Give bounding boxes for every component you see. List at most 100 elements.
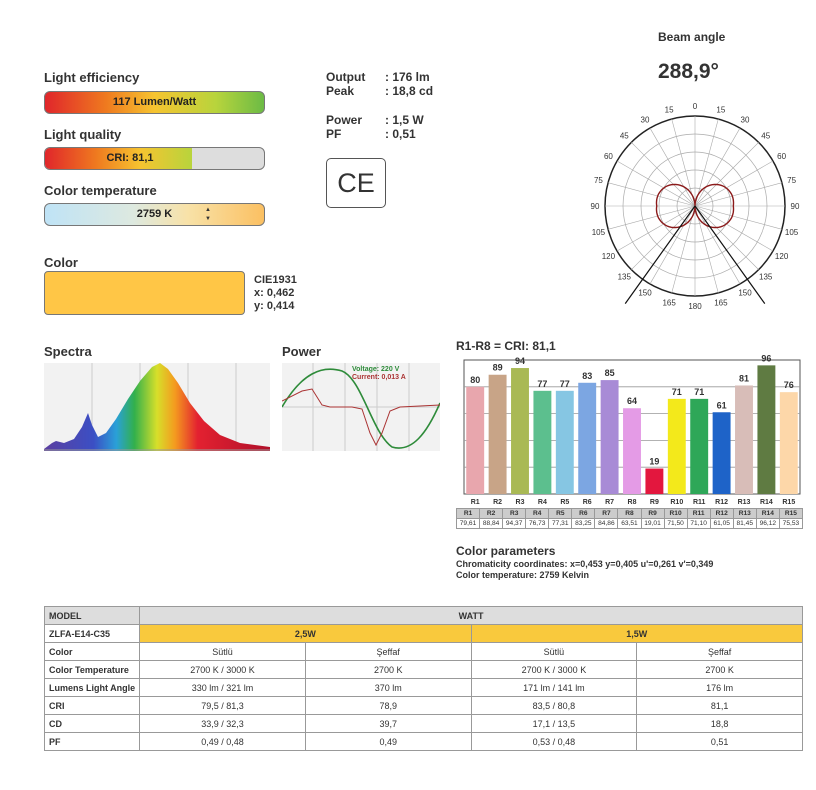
output-value: : 176 lm <box>385 70 430 84</box>
polar-angle-label: 75 <box>787 176 796 185</box>
voltage-curve <box>282 368 440 449</box>
beam-title: Beam angle <box>658 30 726 44</box>
color-temp-text: Color temperature: 2759 Kelvin <box>456 570 590 580</box>
polar-spoke <box>631 142 696 207</box>
power-key: Power <box>326 113 363 127</box>
polar-spoke <box>694 127 741 207</box>
cri-tick-label: R1 <box>471 499 480 506</box>
cri-bar <box>488 374 507 494</box>
polar-angle-label: 120 <box>602 252 616 261</box>
cri-bar <box>466 386 485 494</box>
polar-angle-label: 15 <box>716 105 725 114</box>
cri-table-val: 71,50 <box>663 518 688 529</box>
polar-angle-label: 135 <box>759 273 773 282</box>
cri-table-cat: R15 <box>778 508 804 519</box>
polar-spoke <box>649 127 696 207</box>
ce-mark: CE <box>326 158 386 208</box>
cri-table-cat: R6 <box>571 508 596 519</box>
current-curve <box>282 388 440 447</box>
cri-bar <box>511 368 529 494</box>
polar-angle-label: 60 <box>777 152 786 161</box>
cri-bar <box>712 412 731 494</box>
cri-bar <box>645 468 664 494</box>
cie-block: CIE1931 x: 0,462 y: 0,414 <box>254 274 297 313</box>
spec-cell: 0,53 / 0,48 <box>470 732 638 751</box>
spec-cell: 79,5 / 81,3 <box>139 696 306 715</box>
cri-table-cat: R10 <box>663 508 688 519</box>
pf-value: : 0,51 <box>385 127 416 141</box>
spectra-label: Spectra <box>44 344 92 359</box>
cri-table-cat: R11 <box>686 508 711 519</box>
cie-title: CIE1931 <box>254 274 297 286</box>
spec-header-row: MODEL WATT <box>43 606 803 625</box>
cri-table-cat: R5 <box>548 508 573 519</box>
cri-table-val: 19,01 <box>640 518 665 529</box>
cri-bar <box>555 390 574 494</box>
cri-table-val: 83,25 <box>571 518 596 529</box>
polar-spoke <box>649 205 696 285</box>
spec-cell: 78,9 <box>304 696 472 715</box>
cri-data-label: 64 <box>627 396 637 406</box>
cri-data-label: 77 <box>537 379 547 389</box>
cri-tick-label: R3 <box>516 499 525 506</box>
polar-angle-label: 120 <box>775 252 789 261</box>
cri-data-label: 77 <box>560 379 570 389</box>
efficiency-bar: 117 Lumen/Watt <box>44 91 265 114</box>
spec-row: PF 0,49 / 0,48 0,49 0,53 / 0,48 0,51 <box>43 732 803 751</box>
color-temp-label: Color temperature <box>44 183 157 198</box>
cri-tick-label: R7 <box>605 499 614 506</box>
model-header: MODEL <box>43 606 141 625</box>
cie-y: y: 0,414 <box>254 300 295 312</box>
polar-angle-label: 75 <box>594 176 603 185</box>
color-label: Color <box>44 255 78 270</box>
cri-table-values: 79,61 88,84 94,37 76,73 77,31 83,25 84,86 63,51… <box>455 518 804 529</box>
spec-cell: 81,1 <box>636 696 803 715</box>
peak-value: : 18,8 cd <box>385 84 434 98</box>
cri-tick-label: R10 <box>670 499 683 506</box>
spec-cell: 18,8 <box>636 714 803 733</box>
cri-data-label: 80 <box>470 375 480 385</box>
cri-bar <box>735 385 753 494</box>
polar-spoke <box>607 182 696 207</box>
cri-table-cat: R7 <box>594 508 619 519</box>
polar-spoke <box>694 118 719 207</box>
color-temp-bar: 2759 K ▲ ▼ <box>44 203 265 226</box>
spec-cell: Sütlü <box>470 642 638 661</box>
spec-row: Color Temperature 2700 K / 3000 K 2700 K 27… <box>43 660 803 679</box>
spec-table: MODEL WATT ZLFA-E14-C35 2,5W 1,5W Color S… <box>43 606 804 751</box>
polar-angle-label: 180 <box>688 302 702 311</box>
spec-cell: Sütlü <box>139 642 306 661</box>
spec-row-label: Color Temperature <box>43 660 141 679</box>
cri-bar-chart: 80 R1 89 R2 94 R3 77 R4 77 R5 83 R6 85 R7 64 R8 19 R9 71 R1… <box>463 353 801 506</box>
cri-tick-label: R11 <box>693 499 706 506</box>
polar-spoke <box>671 118 696 207</box>
polar-angle-label: 135 <box>618 273 632 282</box>
cri-data-label: 71 <box>694 387 704 397</box>
spec-cell: 0,49 / 0,48 <box>139 732 306 751</box>
spec-cell: 2700 K <box>304 660 472 679</box>
cri-table-val: 96,12 <box>755 518 780 529</box>
polar-angle-label: 165 <box>714 299 728 308</box>
spec-cell: 17,1 / 13,5 <box>470 714 638 733</box>
polar-angle-label: 90 <box>791 202 800 211</box>
polar-angle-label: 90 <box>591 202 600 211</box>
cri-table-val: 77,31 <box>548 518 573 529</box>
spec-cell: 330 lm / 321 lm <box>139 678 306 697</box>
cri-table-val: 94,37 <box>502 518 527 529</box>
spec-cell: 0,49 <box>304 732 472 751</box>
cri-table-val: 61,05 <box>709 518 734 529</box>
cri-table-val: 63,51 <box>617 518 642 529</box>
cri-table-cat: R1 <box>455 508 481 519</box>
current-text: Current: 0,013 A <box>352 374 406 381</box>
cri-value-table: R1 R2 R3 R4 R5 R6 R7 R8 R9 R10 R11 R12 R13 R14 R15 79,… <box>455 508 804 529</box>
cri-table-cat: R9 <box>640 508 665 519</box>
spec-row: CD 33,9 / 32,3 39,7 17,1 / 13,5 18,8 <box>43 714 803 733</box>
cri-bar <box>690 398 709 494</box>
polar-angle-label: 45 <box>761 131 770 140</box>
polar-spoke <box>694 205 719 294</box>
cri-table-val: 88,84 <box>479 518 504 529</box>
cri-data-label: 85 <box>605 368 615 378</box>
cri-tick-label: R4 <box>538 499 547 506</box>
spec-cell: 2700 K / 3000 K <box>139 660 306 679</box>
cri-data-label: 96 <box>761 353 771 363</box>
